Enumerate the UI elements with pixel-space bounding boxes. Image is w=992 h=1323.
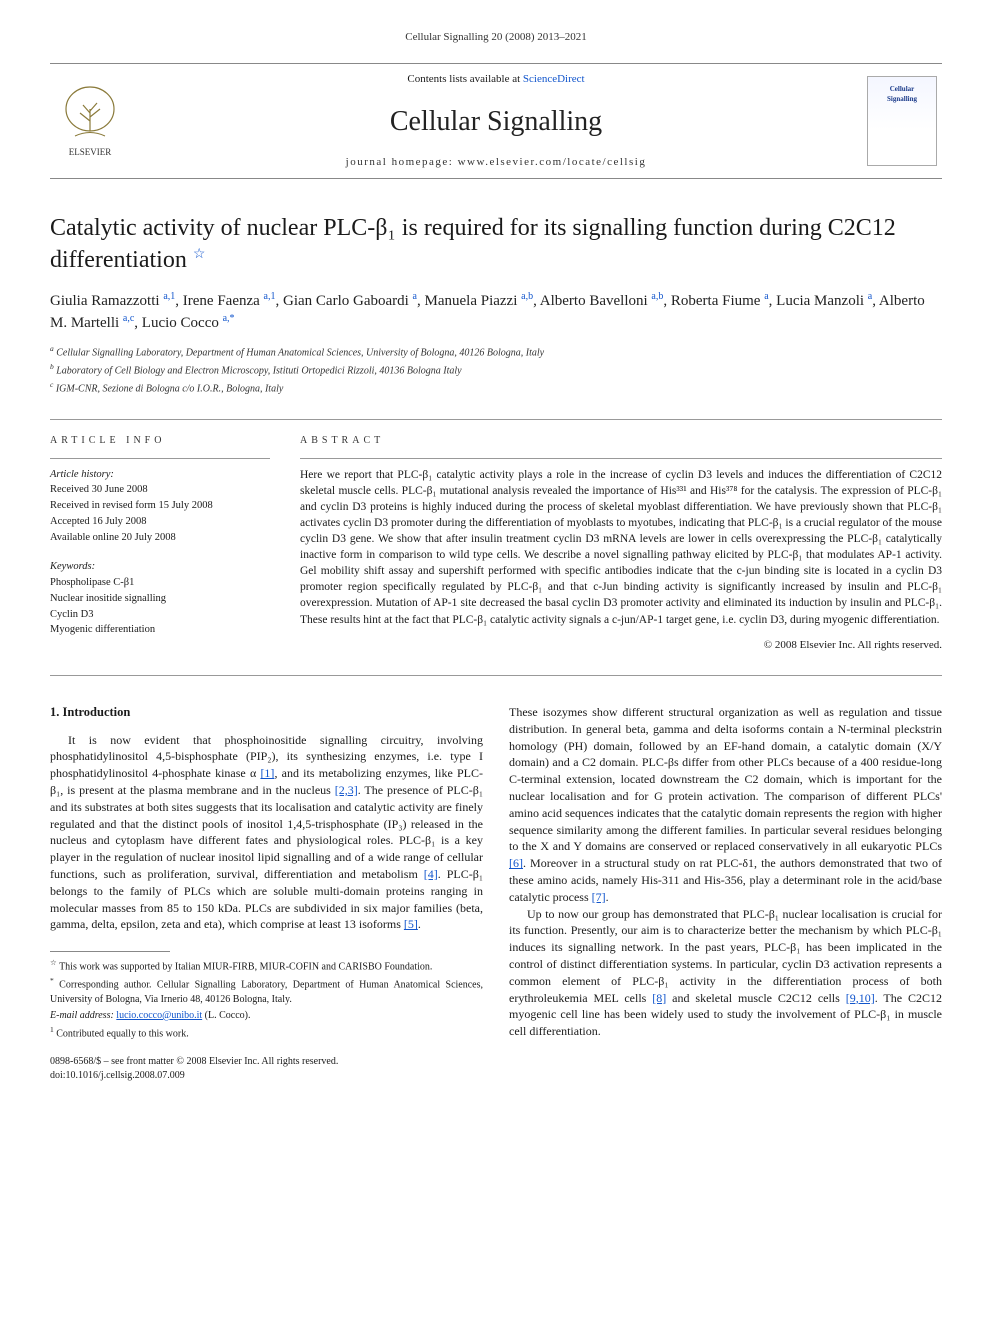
intro-paragraph-1: It is now evident that phosphoinositide … [50,732,483,934]
ref-link-1[interactable]: [1] [260,766,274,780]
article-title: Catalytic activity of nuclear PLC-β₁ is … [50,213,942,275]
cover-line-1: Cellular [890,85,915,95]
footnote-rule [50,951,170,952]
left-column: 1. Introduction It is now evident that p… [50,704,483,1083]
footnotes: ☆ This work was supported by Italian MIU… [50,958,483,1041]
intro-paragraph-2: These isozymes show different structural… [509,704,942,906]
ref-link-8[interactable]: [8] [652,991,666,1005]
article-history: Article history: Received 30 June 2008 R… [50,467,270,546]
ref-link-6[interactable]: [6] [509,856,523,870]
bottom-metadata: 0898-6568/$ – see front matter © 2008 El… [50,1055,483,1083]
footnote-equal: 1 Contributed equally to this work. [50,1025,483,1041]
history-online: Available online 20 July 2008 [50,530,270,546]
masthead-center: Contents lists available at ScienceDirec… [130,72,862,170]
intro-paragraph-3: Up to now our group has demonstrated tha… [509,906,942,1040]
doi-line: doi:10.1016/j.cellsig.2008.07.009 [50,1069,483,1083]
abstract-heading: ABSTRACT [300,434,942,448]
footnote-email: E-mail address: lucio.cocco@unibo.it (L.… [50,1009,483,1023]
author-list: Giulia Ramazzotti a,1, Irene Faenza a,1,… [50,290,942,334]
footnote-funding: ☆ This work was supported by Italian MIU… [50,958,483,974]
journal-cover-thumbnail: Cellular Signalling [867,76,937,166]
keywords-label: Keywords: [50,559,270,575]
affiliation-list: a Cellular Signalling Laboratory, Depart… [50,344,942,397]
abstract-column: ABSTRACT Here we report that PLC-β₁ cata… [300,434,942,653]
title-text: Catalytic activity of nuclear PLC-β₁ is … [50,215,896,272]
ref-link-4[interactable]: [4] [424,867,438,881]
journal-name: Cellular Signalling [130,102,862,141]
body-two-column: 1. Introduction It is now evident that p… [50,704,942,1083]
contents-list-line: Contents lists available at ScienceDirec… [130,72,862,87]
history-accepted: Accepted 16 July 2008 [50,514,270,530]
ref-link-7[interactable]: [7] [592,890,606,904]
keyword-item: Nuclear inositide signalling [50,591,270,607]
elsevier-logo-container: ELSEVIER [50,76,130,166]
history-label: Article history: [50,467,270,483]
abstract-copyright: © 2008 Elsevier Inc. All rights reserved… [300,638,942,653]
ref-link-9-10[interactable]: [9,10] [846,991,875,1005]
masthead: ELSEVIER Contents lists available at Sci… [50,63,942,179]
history-revised: Received in revised form 15 July 2008 [50,498,270,514]
keywords-block: Keywords: Phospholipase C-β1 Nuclear ino… [50,559,270,638]
footnote-corresponding: * Corresponding author. Cellular Signall… [50,976,483,1006]
elsevier-tree-icon: ELSEVIER [55,81,125,161]
ref-link-2-3[interactable]: [2,3] [335,783,358,797]
journal-homepage: journal homepage: www.elsevier.com/locat… [130,155,862,170]
right-column: These isozymes show different structural… [509,704,942,1083]
keyword-item: Cyclin D3 [50,607,270,623]
running-head: Cellular Signalling 20 (2008) 2013–2021 [50,30,942,45]
email-link[interactable]: lucio.cocco@unibo.it [116,1010,202,1021]
info-abstract-row: ARTICLE INFO Article history: Received 3… [50,419,942,676]
article-info-heading: ARTICLE INFO [50,434,270,448]
contents-prefix: Contents lists available at [407,73,522,85]
history-received: Received 30 June 2008 [50,482,270,498]
affiliation-a: a Cellular Signalling Laboratory, Depart… [50,344,942,360]
affiliation-b: b Laboratory of Cell Biology and Electro… [50,362,942,378]
sciencedirect-link[interactable]: ScienceDirect [523,73,585,85]
svg-text:ELSEVIER: ELSEVIER [69,147,112,157]
ref-link-5[interactable]: [5] [404,917,418,931]
article-info-column: ARTICLE INFO Article history: Received 3… [50,434,270,653]
affiliation-c: c IGM-CNR, Sezione di Bologna c/o I.O.R.… [50,380,942,396]
cover-line-2: Signalling [887,95,917,105]
front-matter-line: 0898-6568/$ – see front matter © 2008 El… [50,1055,483,1069]
funding-star-icon[interactable]: ☆ [193,247,206,262]
keyword-item: Myogenic differentiation [50,622,270,638]
abstract-text: Here we report that PLC-β₁ catalytic act… [300,467,942,628]
keyword-item: Phospholipase C-β1 [50,575,270,591]
journal-cover-container: Cellular Signalling [862,76,942,166]
introduction-heading: 1. Introduction [50,704,483,722]
